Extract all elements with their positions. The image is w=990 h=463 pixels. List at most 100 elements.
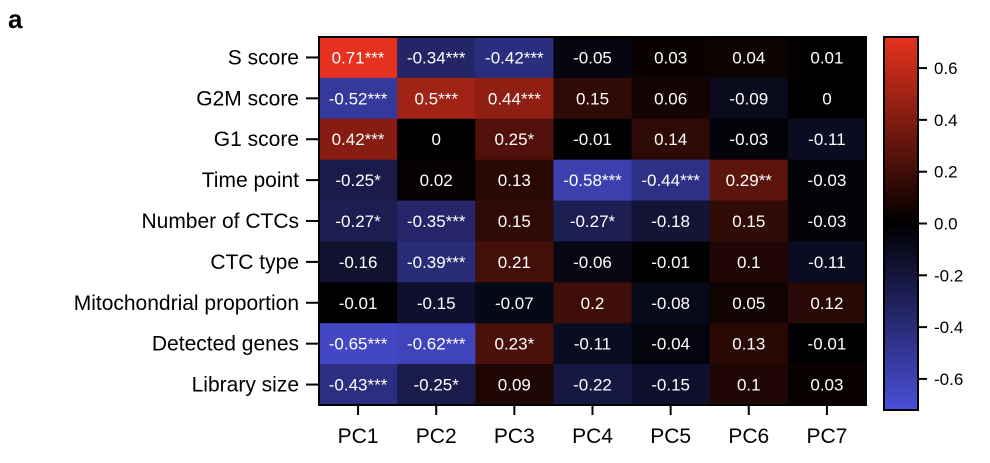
heatmap-cell <box>631 37 711 79</box>
cell-value-label: -0.22 <box>573 376 612 395</box>
row-label: G1 score <box>214 128 299 151</box>
cell-value-label: -0.15 <box>651 376 690 395</box>
heatmap-cell <box>475 323 554 365</box>
heatmap-cell <box>787 364 867 406</box>
cell-value-label: -0.43*** <box>329 376 388 395</box>
cell-value-label: 0.42*** <box>332 130 385 149</box>
cell-value-label: 0.09 <box>498 376 531 395</box>
cell-value-label: -0.27* <box>570 212 616 231</box>
cell-value-label: 0.13 <box>732 335 765 354</box>
colorbar-tick-label: -0.4 <box>934 318 963 337</box>
heatmap-cell <box>553 37 633 79</box>
cell-value-label: -0.65*** <box>329 335 388 354</box>
cell-value-label: -0.16 <box>339 253 378 272</box>
heatmap-cell <box>553 364 633 406</box>
cell-value-label: -0.01 <box>339 294 378 313</box>
cell-value-label: -0.52*** <box>329 89 388 108</box>
column-label: PC7 <box>806 425 847 448</box>
heatmap-cell-labels: 0.71*** -0.34*** -0.42*** -0.05 0.03 0.04 0.01… <box>329 48 847 394</box>
cell-value-label: 0.12 <box>810 294 843 313</box>
cell-value-label: -0.03 <box>808 212 847 231</box>
cell-value-label: -0.01 <box>651 253 690 272</box>
colorbar-tick-label: 0.2 <box>934 163 958 182</box>
heatmap-cell <box>631 159 711 202</box>
heatmap-cell <box>709 282 789 324</box>
heatmap-cell <box>397 282 476 324</box>
row-label: G2M score <box>196 87 299 110</box>
cell-value-label: 0.25* <box>495 130 535 149</box>
cell-value-label: -0.25* <box>335 171 381 190</box>
heatmap-cell <box>319 282 398 324</box>
heatmap-cell <box>475 200 554 242</box>
cell-value-label: 0.23* <box>495 335 535 354</box>
cell-value-label: 0.06 <box>654 89 687 108</box>
heatmap-cell <box>553 118 633 161</box>
row-axis: S score G2M score G1 score Time point Number… <box>74 46 319 397</box>
column-label: PC3 <box>494 425 535 448</box>
row-label: Detected genes <box>152 333 299 356</box>
heatmap-cell <box>787 241 867 283</box>
colorbar-tick-label: 0.0 <box>934 215 958 234</box>
cell-value-label: 0.15 <box>576 89 609 108</box>
cell-value-label: 0.02 <box>420 171 453 190</box>
heatmap-cell <box>319 241 398 283</box>
row-label: Mitochondrial proportion <box>74 292 299 315</box>
heatmap-cell <box>397 323 476 365</box>
cell-value-label: -0.42*** <box>485 48 544 67</box>
heatmap-cell <box>397 159 476 202</box>
cell-value-label: -0.03 <box>808 171 847 190</box>
colorbar <box>883 36 919 411</box>
cell-value-label: -0.27* <box>335 212 381 231</box>
heatmap-cell <box>787 323 867 365</box>
heatmap-cell <box>475 118 554 161</box>
cell-value-label: 0 <box>822 89 831 108</box>
cell-value-label: 0.05 <box>732 294 765 313</box>
cell-value-label: -0.11 <box>808 130 846 149</box>
heatmap-cell <box>709 241 789 283</box>
heatmap-cell <box>397 364 476 406</box>
cell-value-label: -0.01 <box>808 335 847 354</box>
cell-value-label: 0.15 <box>498 212 531 231</box>
heatmap-cell <box>475 159 554 202</box>
heatmap-cell <box>553 77 633 120</box>
heatmap-cell <box>631 282 711 324</box>
cell-value-label: 0.1 <box>737 253 761 272</box>
heatmap-cell <box>631 200 711 242</box>
heatmap-cell <box>319 77 398 120</box>
cell-value-label: 0.2 <box>581 294 605 313</box>
heatmap-cell <box>475 241 554 283</box>
cell-value-label: -0.01 <box>573 130 612 149</box>
heatmap-cell <box>787 118 867 161</box>
column-axis: PC1 PC2 PC3 PC4 PC5 PC6 PC7 <box>338 405 847 448</box>
heatmap-cell <box>631 323 711 365</box>
cell-value-label: 0 <box>431 130 440 149</box>
cell-value-label: -0.11 <box>808 253 846 272</box>
cell-value-label: -0.44*** <box>641 171 700 190</box>
cell-value-label: -0.11 <box>574 335 612 354</box>
cell-value-label: -0.07 <box>495 294 534 313</box>
cell-value-label: 0.71*** <box>332 48 385 67</box>
heatmap-cell <box>319 37 398 79</box>
row-label: Time point <box>202 169 299 192</box>
heatmap-cell <box>787 159 867 202</box>
heatmap-cell <box>709 364 789 406</box>
heatmap-cell <box>475 37 554 79</box>
colorbar-tick-label: -0.2 <box>934 266 963 285</box>
heatmap-cell <box>709 200 789 242</box>
cell-value-label: -0.15 <box>417 294 456 313</box>
heatmap-cell <box>397 241 476 283</box>
cell-value-label: -0.34*** <box>407 48 466 67</box>
cell-value-label: 0.04 <box>732 48 765 67</box>
heatmap-cell <box>475 282 554 324</box>
heatmap-cell <box>709 118 789 161</box>
heatmap-cell <box>787 37 867 79</box>
heatmap-cell <box>709 323 789 365</box>
cell-value-label: 0.15 <box>732 212 765 231</box>
colorbar-tick-label: -0.6 <box>934 370 963 389</box>
colorbar-tick-label: 0.4 <box>934 111 958 130</box>
column-label: PC5 <box>650 425 691 448</box>
heatmap-cell <box>631 77 711 120</box>
row-label: CTC type <box>210 251 299 274</box>
column-label: PC6 <box>728 425 769 448</box>
